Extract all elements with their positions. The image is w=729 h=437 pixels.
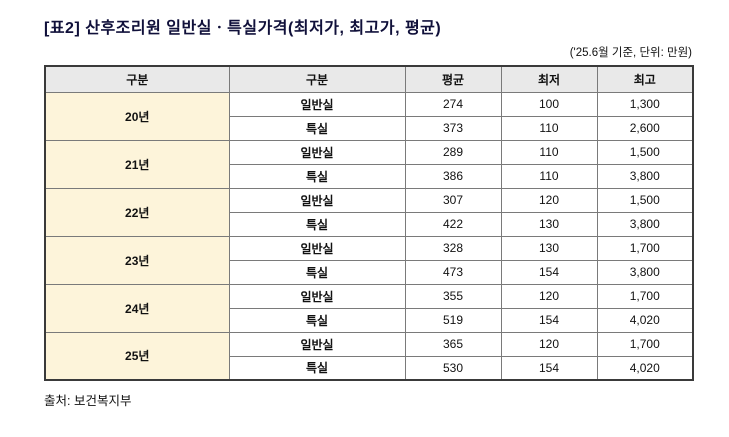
table-row: 특실 422 130 3,800 [45, 211, 694, 237]
header-max: 최고 [596, 65, 694, 93]
year-cell: 20년 [44, 91, 230, 141]
avg-cell: 386 [404, 163, 502, 189]
year-cell: 23년 [44, 235, 230, 285]
max-cell: 3,800 [596, 211, 694, 237]
max-cell: 3,800 [596, 259, 694, 285]
min-cell: 110 [500, 115, 598, 141]
table-row: 특실 519 154 4,020 [45, 307, 694, 333]
min-cell: 110 [500, 139, 598, 165]
table-row: 21년 일반실 289 110 1,500 [44, 139, 694, 189]
table-header-row: 구분 구분 평균 최저 최고 [44, 65, 694, 93]
header-average: 평균 [404, 65, 502, 93]
table-row: 특실 473 154 3,800 [45, 259, 694, 285]
avg-cell: 519 [404, 307, 502, 333]
unit-note: ('25.6월 기준, 단위: 만원) [569, 47, 692, 59]
max-cell: 1,700 [596, 235, 694, 261]
header-year: 구분 [44, 65, 230, 93]
max-cell: 1,500 [596, 187, 694, 213]
table-row: 20년 일반실 274 100 1,300 [44, 91, 694, 141]
max-cell: 1,700 [596, 283, 694, 309]
year-cell: 22년 [44, 187, 230, 237]
avg-cell: 530 [404, 355, 502, 381]
min-cell: 130 [500, 211, 598, 237]
avg-cell: 289 [404, 139, 502, 165]
min-cell: 120 [500, 283, 598, 309]
source-label: 출처: 보건복지부 [44, 394, 132, 408]
table-row: 22년 일반실 307 120 1,500 [44, 187, 694, 237]
table-row: 특실 373 110 2,600 [45, 115, 694, 141]
max-cell: 4,020 [596, 355, 694, 381]
avg-cell: 422 [404, 211, 502, 237]
table-row: 특실 530 154 4,020 [45, 355, 694, 381]
roomtype-cell: 일반실 [228, 91, 406, 117]
min-cell: 120 [500, 187, 598, 213]
avg-cell: 365 [404, 331, 502, 357]
roomtype-cell: 특실 [228, 115, 406, 141]
table-row: 특실 386 110 3,800 [45, 163, 694, 189]
min-cell: 154 [500, 355, 598, 381]
max-cell: 1,700 [596, 331, 694, 357]
roomtype-cell: 특실 [228, 259, 406, 285]
max-cell: 2,600 [596, 115, 694, 141]
avg-cell: 307 [404, 187, 502, 213]
max-cell: 1,500 [596, 139, 694, 165]
max-cell: 4,020 [596, 307, 694, 333]
min-cell: 154 [500, 307, 598, 333]
year-cell: 21년 [44, 139, 230, 189]
header-roomtype: 구분 [228, 65, 406, 93]
table-title: [표2] 산후조리원 일반실ㆍ특실가격(최저가, 최고가, 평균) [44, 20, 442, 37]
price-table: 구분 구분 평균 최저 최고 20년 일반실 274 100 1,300 특실 … [44, 65, 694, 381]
roomtype-cell: 일반실 [228, 283, 406, 309]
avg-cell: 373 [404, 115, 502, 141]
avg-cell: 328 [404, 235, 502, 261]
avg-cell: 355 [404, 283, 502, 309]
roomtype-cell: 특실 [228, 355, 406, 381]
header-min: 최저 [500, 65, 598, 93]
avg-cell: 473 [404, 259, 502, 285]
table-row: 25년 일반실 365 120 1,700 [44, 331, 694, 381]
avg-cell: 274 [404, 91, 502, 117]
year-cell: 24년 [44, 283, 230, 333]
table-row: 24년 일반실 355 120 1,700 [44, 283, 694, 333]
roomtype-cell: 일반실 [228, 187, 406, 213]
min-cell: 100 [500, 91, 598, 117]
min-cell: 130 [500, 235, 598, 261]
year-cell: 25년 [44, 331, 230, 381]
roomtype-cell: 일반실 [228, 235, 406, 261]
roomtype-cell: 특실 [228, 163, 406, 189]
min-cell: 120 [500, 331, 598, 357]
max-cell: 3,800 [596, 163, 694, 189]
max-cell: 1,300 [596, 91, 694, 117]
roomtype-cell: 특실 [228, 211, 406, 237]
roomtype-cell: 특실 [228, 307, 406, 333]
roomtype-cell: 일반실 [228, 139, 406, 165]
table-row: 23년 일반실 328 130 1,700 [44, 235, 694, 285]
min-cell: 110 [500, 163, 598, 189]
roomtype-cell: 일반실 [228, 331, 406, 357]
min-cell: 154 [500, 259, 598, 285]
